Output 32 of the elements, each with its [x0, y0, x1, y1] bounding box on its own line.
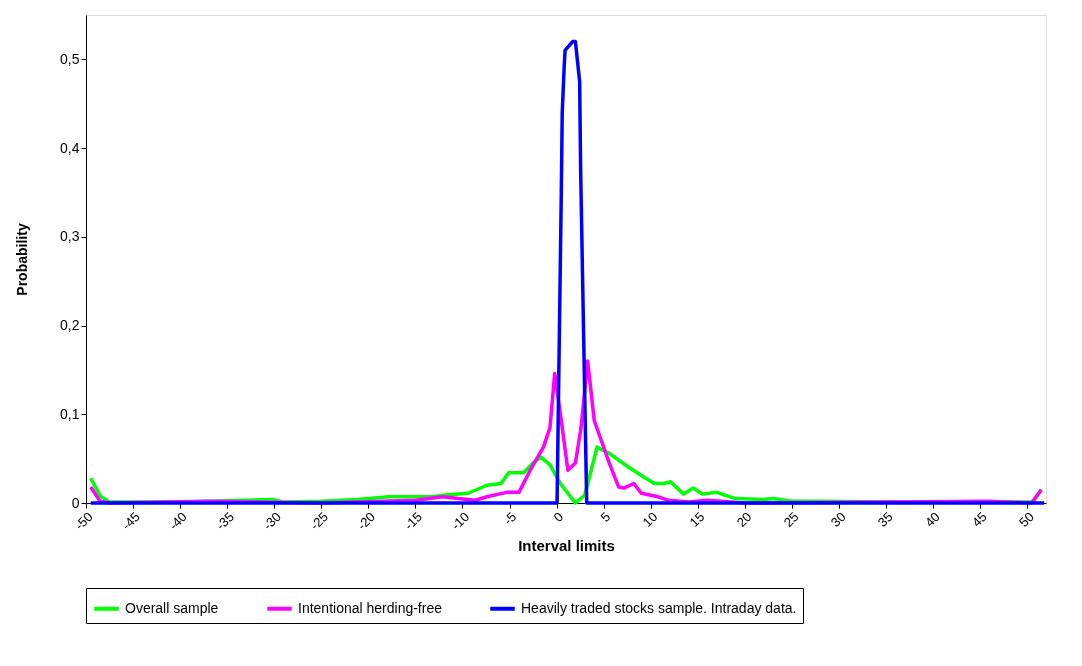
x-tick-label: 35 [874, 509, 896, 530]
x-tick-label: 20 [733, 509, 755, 530]
x-tick-label: 15 [686, 509, 708, 530]
x-tick-label: 45 [968, 509, 990, 530]
y-tick-label: 0,4 [60, 139, 80, 156]
y-tick-label: 0 [71, 494, 80, 511]
x-tick-label: 25 [780, 509, 802, 530]
x-tick-label: 10 [639, 509, 661, 530]
x-tick-label: -20 [354, 509, 379, 533]
legend-label: Intentional herding-free [298, 599, 443, 616]
legend-label: Heavily traded stocks sample. Intraday data. [521, 599, 797, 616]
legend-label: Overall sample [125, 599, 219, 616]
x-tick-label: -40 [165, 509, 190, 533]
x-tick-label: -25 [307, 509, 331, 533]
y-axis-title: Probability [14, 223, 31, 296]
x-tick-label: -10 [448, 509, 473, 533]
x-tick-label: 50 [1016, 509, 1037, 530]
x-tick-label: 5 [597, 509, 614, 525]
x-tick-label: -45 [118, 509, 143, 533]
x-tick-label: -15 [401, 509, 426, 533]
x-tick-label: -35 [212, 509, 237, 533]
x-axis-title: Interval limits [518, 536, 615, 554]
x-tick-label: 40 [921, 509, 943, 530]
y-tick-label: 0,2 [60, 317, 80, 334]
y-tick-label: 0,1 [60, 405, 80, 422]
y-tick-label: 0,3 [60, 228, 80, 245]
x-tick-label: -50 [71, 509, 96, 533]
x-tick-label: -30 [260, 509, 284, 533]
x-tick-label: 30 [827, 509, 849, 530]
y-tick-label: 0,5 [60, 50, 80, 67]
x-tick-label: 0 [550, 509, 567, 525]
x-tick-label: -5 [500, 509, 520, 528]
